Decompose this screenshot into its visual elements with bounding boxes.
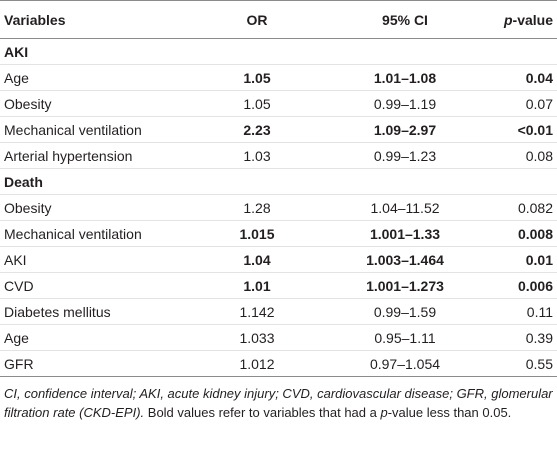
value-cell: 1.033 bbox=[198, 324, 316, 351]
variable-cell: Mechanical ventilation bbox=[0, 220, 198, 247]
header-cell: OR bbox=[198, 0, 316, 39]
header-text: OR bbox=[246, 11, 268, 28]
data-row: GFR 1.012 0.97–1.054 0.55 bbox=[0, 351, 557, 377]
value-cell: 0.11 bbox=[494, 298, 557, 325]
variable-cell: Age bbox=[0, 324, 198, 351]
header-text: Variables bbox=[4, 11, 66, 28]
variable-cell: GFR bbox=[4, 355, 34, 372]
value-cell: 1.05 bbox=[198, 64, 316, 91]
variable-cell: Arterial hypertension bbox=[0, 142, 198, 169]
footnote-text: CI, confidence interval; AKI, acute kidn… bbox=[4, 386, 553, 420]
header-cell: Variables bbox=[0, 0, 198, 39]
results-table: Variables OR 95% CI p-value AKI Age 1.05 1.01–… bbox=[0, 0, 557, 377]
variable-cell: CVD bbox=[0, 272, 198, 299]
value-cell: 0.95–1.11 bbox=[316, 324, 494, 351]
value-cell: 1.05 bbox=[198, 90, 316, 117]
table-body: AKI Age 1.05 1.01–1.08 0.04 Obesity 1.05 0.99–1… bbox=[0, 38, 557, 377]
footnote-text: Bold values refer to variables that had … bbox=[144, 404, 381, 420]
variable-cell: Diabetes mellitus bbox=[0, 298, 198, 325]
data-row: Age 1.05 1.01–1.08 0.04 bbox=[0, 64, 557, 91]
value-cell: 1.04–11.52 bbox=[316, 194, 494, 221]
footnote: CI, confidence interval; AKI, acute kidn… bbox=[0, 377, 557, 422]
value-cell: 0.008 bbox=[494, 220, 557, 247]
value-cell: 2.23 bbox=[198, 116, 316, 143]
variable-cell: Obesity bbox=[0, 194, 198, 221]
value-cell: 0.04 bbox=[494, 64, 557, 91]
value-cell: 1.03 bbox=[198, 142, 316, 169]
value-cell: 0.99–1.23 bbox=[316, 142, 494, 169]
header-cell: 95% CI bbox=[316, 0, 494, 39]
footnote-text: -value less than 0.05. bbox=[387, 404, 512, 420]
value-cell: 1.09–2.97 bbox=[316, 116, 494, 143]
header-text: p bbox=[503, 11, 513, 28]
data-row: Mechanical ventilation 1.015 1.001–1.33 0.0… bbox=[0, 220, 557, 247]
data-row: Mechanical ventilation 2.23 1.09–2.97 <0.01 bbox=[0, 116, 557, 143]
variable-cell: Obesity bbox=[0, 90, 198, 117]
value-cell: 0.99–1.59 bbox=[316, 298, 494, 325]
variable-cell: Mechanical ventilation bbox=[0, 116, 198, 143]
value-cell: <0.01 bbox=[494, 116, 557, 143]
value-cell: 1.015 bbox=[198, 220, 316, 247]
value-cell: 1.01 bbox=[198, 272, 316, 299]
value-cell: 0.55 bbox=[525, 355, 553, 372]
value-cell: 1.01–1.08 bbox=[316, 64, 494, 91]
variable-cell: AKI bbox=[0, 246, 198, 273]
data-row: Obesity 1.28 1.04–11.52 0.082 bbox=[0, 194, 557, 221]
data-row: Age 1.033 0.95–1.11 0.39 bbox=[0, 324, 557, 351]
variable-cell: Age bbox=[0, 64, 198, 91]
data-row: Arterial hypertension 1.03 0.99–1.23 0.08 bbox=[0, 142, 557, 169]
value-cell: 0.08 bbox=[494, 142, 557, 169]
value-cell: 1.001–1.33 bbox=[316, 220, 494, 247]
footnote-text: p bbox=[380, 404, 388, 420]
data-row: CVD 1.01 1.001–1.273 0.006 bbox=[0, 272, 557, 299]
value-cell: 1.012 bbox=[239, 355, 275, 372]
section-title: Death bbox=[0, 168, 557, 195]
header-cell: p-value bbox=[494, 0, 557, 39]
value-cell: 1.142 bbox=[198, 298, 316, 325]
header-text: -value bbox=[512, 11, 553, 28]
data-row: Obesity 1.05 0.99–1.19 0.07 bbox=[0, 90, 557, 117]
value-cell: 0.006 bbox=[494, 272, 557, 299]
value-cell: 0.39 bbox=[494, 324, 557, 351]
section-title: AKI bbox=[0, 38, 557, 65]
header-row: Variables OR 95% CI p-value bbox=[0, 0, 557, 39]
value-cell: 0.99–1.19 bbox=[316, 90, 494, 117]
section-row: AKI bbox=[0, 38, 557, 65]
value-cell: 0.07 bbox=[494, 90, 557, 117]
value-cell: 0.082 bbox=[494, 194, 557, 221]
value-cell: 1.04 bbox=[198, 246, 316, 273]
data-row: AKI 1.04 1.003–1.464 0.01 bbox=[0, 246, 557, 273]
header-text: 95% CI bbox=[382, 11, 428, 28]
value-cell: 0.01 bbox=[494, 246, 557, 273]
data-row: Diabetes mellitus 1.142 0.99–1.59 0.11 bbox=[0, 298, 557, 325]
table-head: Variables OR 95% CI p-value bbox=[0, 0, 557, 39]
value-cell: 1.28 bbox=[198, 194, 316, 221]
value-cell: 0.97–1.054 bbox=[369, 355, 441, 372]
value-cell: 1.003–1.464 bbox=[316, 246, 494, 273]
value-cell: 1.001–1.273 bbox=[316, 272, 494, 299]
section-row: Death bbox=[0, 168, 557, 195]
